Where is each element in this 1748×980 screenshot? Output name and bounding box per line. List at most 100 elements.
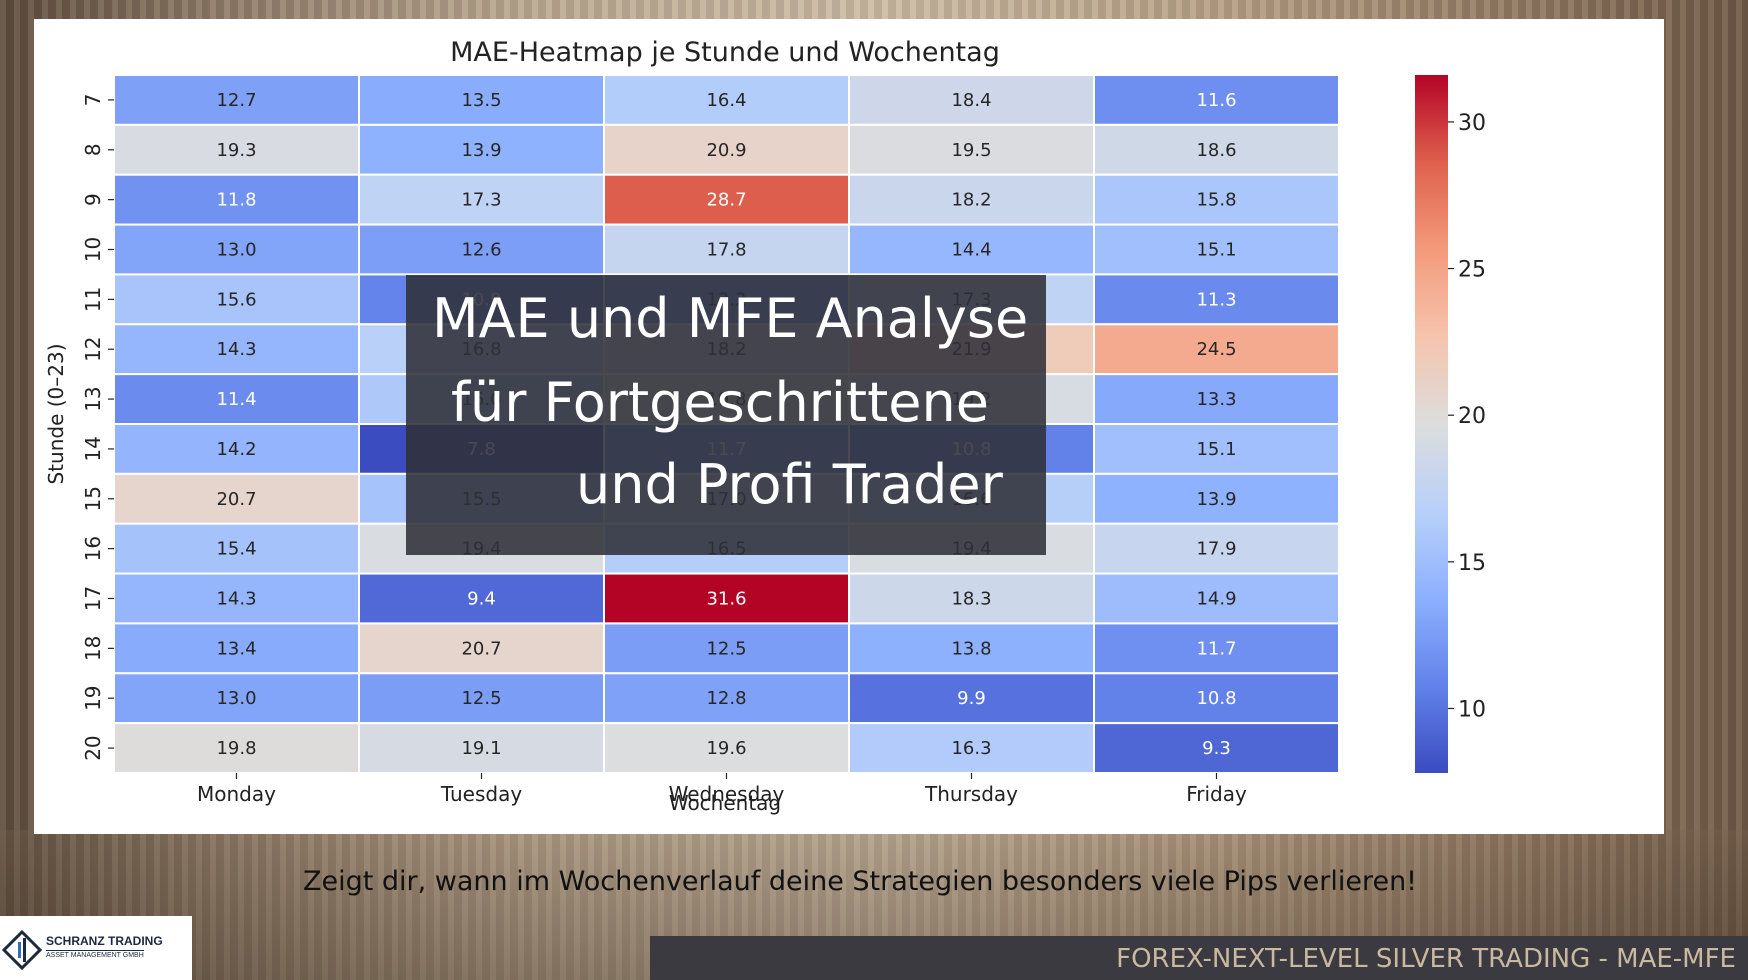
cell-value-label: 12.8 <box>706 688 746 709</box>
heatmap-cell <box>1093 373 1340 425</box>
cell-value-label: 15.1 <box>1196 240 1236 261</box>
y-tick-label: 18 <box>81 636 105 661</box>
colorbar: 10 15 20 25 30 <box>1415 75 1486 773</box>
colorbar-tick-label: 25 <box>1458 258 1486 283</box>
cell-value-label: 14.2 <box>216 439 256 460</box>
y-tick-label: 10 <box>81 237 105 262</box>
colorbar-tick-label: 15 <box>1458 551 1486 576</box>
cell-value-label: 20.7 <box>216 489 256 510</box>
cell-value-label: 16.4 <box>706 90 746 111</box>
x-tick-label: Thursday <box>924 782 1018 806</box>
cell-value-label: 20.7 <box>461 638 501 659</box>
overlay-line-1: MAE und MFE Analyse <box>432 287 1029 350</box>
y-tick-label: 20 <box>81 735 105 760</box>
cell-value-label: 19.8 <box>216 738 256 759</box>
slide-subtitle: Zeigt dir, wann im Wochenverlauf deine S… <box>302 866 1418 897</box>
heatmap-cell <box>1093 74 1340 126</box>
cell-value-label: 13.4 <box>216 638 256 659</box>
heatmap-cell <box>113 223 360 276</box>
cell-value-label: 14.3 <box>216 339 256 360</box>
cell-value-label: 19.6 <box>706 738 746 759</box>
y-tick-label: 7 <box>81 94 105 107</box>
cell-value-label: 13.5 <box>461 90 501 111</box>
heatmap-cell <box>113 273 360 326</box>
y-tick-label: 15 <box>81 486 105 511</box>
cell-value-label: 13.3 <box>1196 389 1236 410</box>
cell-value-label: 13.8 <box>951 638 991 659</box>
heatmap-cell <box>603 572 850 625</box>
heatmap-cell <box>1093 722 1340 775</box>
cell-value-label: 9.3 <box>1202 738 1231 759</box>
logo-subtitle: ASSET MANAGEMENT GMBH <box>46 950 144 959</box>
logo-mark-icon <box>2 930 42 970</box>
heatmap-cell <box>113 672 360 725</box>
y-tick-label: 8 <box>81 143 105 156</box>
heatmap-cell <box>848 722 1095 775</box>
cell-value-label: 17.8 <box>706 240 746 261</box>
heatmap-cell <box>113 572 360 625</box>
cell-value-label: 14.9 <box>1196 589 1236 610</box>
cell-value-label: 18.2 <box>951 190 991 211</box>
cell-value-label: 9.4 <box>467 589 496 610</box>
cell-value-label: 11.3 <box>1196 289 1236 310</box>
heatmap-cell <box>358 223 605 276</box>
cell-value-label: 18.3 <box>951 589 991 610</box>
x-tick-label: Tuesday <box>440 782 523 806</box>
y-tick-label: 12 <box>81 336 105 361</box>
heatmap-cell <box>358 622 605 675</box>
cell-value-label: 17.9 <box>1196 539 1236 560</box>
cell-value-label: 28.7 <box>706 190 746 211</box>
cell-value-label: 24.5 <box>1196 339 1236 360</box>
cell-value-label: 31.6 <box>706 589 746 610</box>
cell-value-label: 11.4 <box>216 389 256 410</box>
colorbar-tick-label: 20 <box>1458 404 1486 429</box>
colorbar-tick-label: 10 <box>1458 697 1486 722</box>
cell-value-label: 13.0 <box>216 240 256 261</box>
chart-title: MAE-Heatmap je Stunde und Wochentag <box>450 37 1000 68</box>
heatmap-cell <box>113 423 360 475</box>
heatmap-cell <box>848 572 1095 625</box>
y-axis-ticks: 7 8 9 10 11 12 13 14 15 16 17 18 19 20 <box>81 94 114 761</box>
cell-value-label: 15.8 <box>1196 190 1236 211</box>
cell-value-label: 15.6 <box>216 289 256 310</box>
heatmap-cell <box>603 223 850 276</box>
colorbar-gradient <box>1415 75 1448 773</box>
overlay-line-3: und Profi Trader <box>576 453 1003 516</box>
cell-value-label: 20.9 <box>706 140 746 161</box>
overlay-line-2: für Fortgeschrittene <box>451 371 989 434</box>
heatmap-cell <box>603 74 850 126</box>
heatmap-cell <box>603 722 850 775</box>
cell-value-label: 9.9 <box>957 688 986 709</box>
cell-value-label: 13.0 <box>216 688 256 709</box>
heatmap-cell <box>1093 223 1340 276</box>
cell-value-label: 12.5 <box>461 688 501 709</box>
cell-value-label: 11.7 <box>1196 638 1236 659</box>
x-axis-label: Wochentag <box>669 791 781 815</box>
x-tick-label: Wednesday <box>669 782 785 806</box>
y-tick-label: 19 <box>81 685 105 710</box>
heatmap-cell <box>848 672 1095 725</box>
logo-name: SCHRANZ TRADING <box>46 934 163 948</box>
footer-text: FOREX-NEXT-LEVEL SILVER TRADING - MAE-MF… <box>1116 944 1736 974</box>
heatmap-cell <box>1093 622 1340 675</box>
y-tick-label: 17 <box>81 586 105 611</box>
heatmap-cell <box>1093 572 1340 625</box>
heatmap-cell <box>113 173 360 226</box>
heatmap-cell <box>113 722 360 775</box>
cell-value-label: 12.5 <box>706 638 746 659</box>
y-tick-label: 9 <box>81 193 105 206</box>
cell-value-label: 14.3 <box>216 589 256 610</box>
heatmap-cell <box>113 74 360 126</box>
y-tick-label: 13 <box>81 386 105 411</box>
colorbar-tick-label: 30 <box>1458 111 1486 136</box>
y-axis-label: Stunde (0–23) <box>44 343 68 484</box>
heatmap-cell <box>1093 522 1340 575</box>
cell-value-label: 12.6 <box>461 240 501 261</box>
cell-value-label: 19.3 <box>216 140 256 161</box>
y-tick-label: 14 <box>81 436 105 461</box>
x-axis-ticks: Monday Tuesday Wednesday Thursday Friday <box>197 773 1247 806</box>
heatmap-cell <box>1093 423 1340 475</box>
cell-value-label: 17.3 <box>461 190 501 211</box>
cell-value-label: 13.9 <box>461 140 501 161</box>
heatmap-cell <box>113 622 360 675</box>
